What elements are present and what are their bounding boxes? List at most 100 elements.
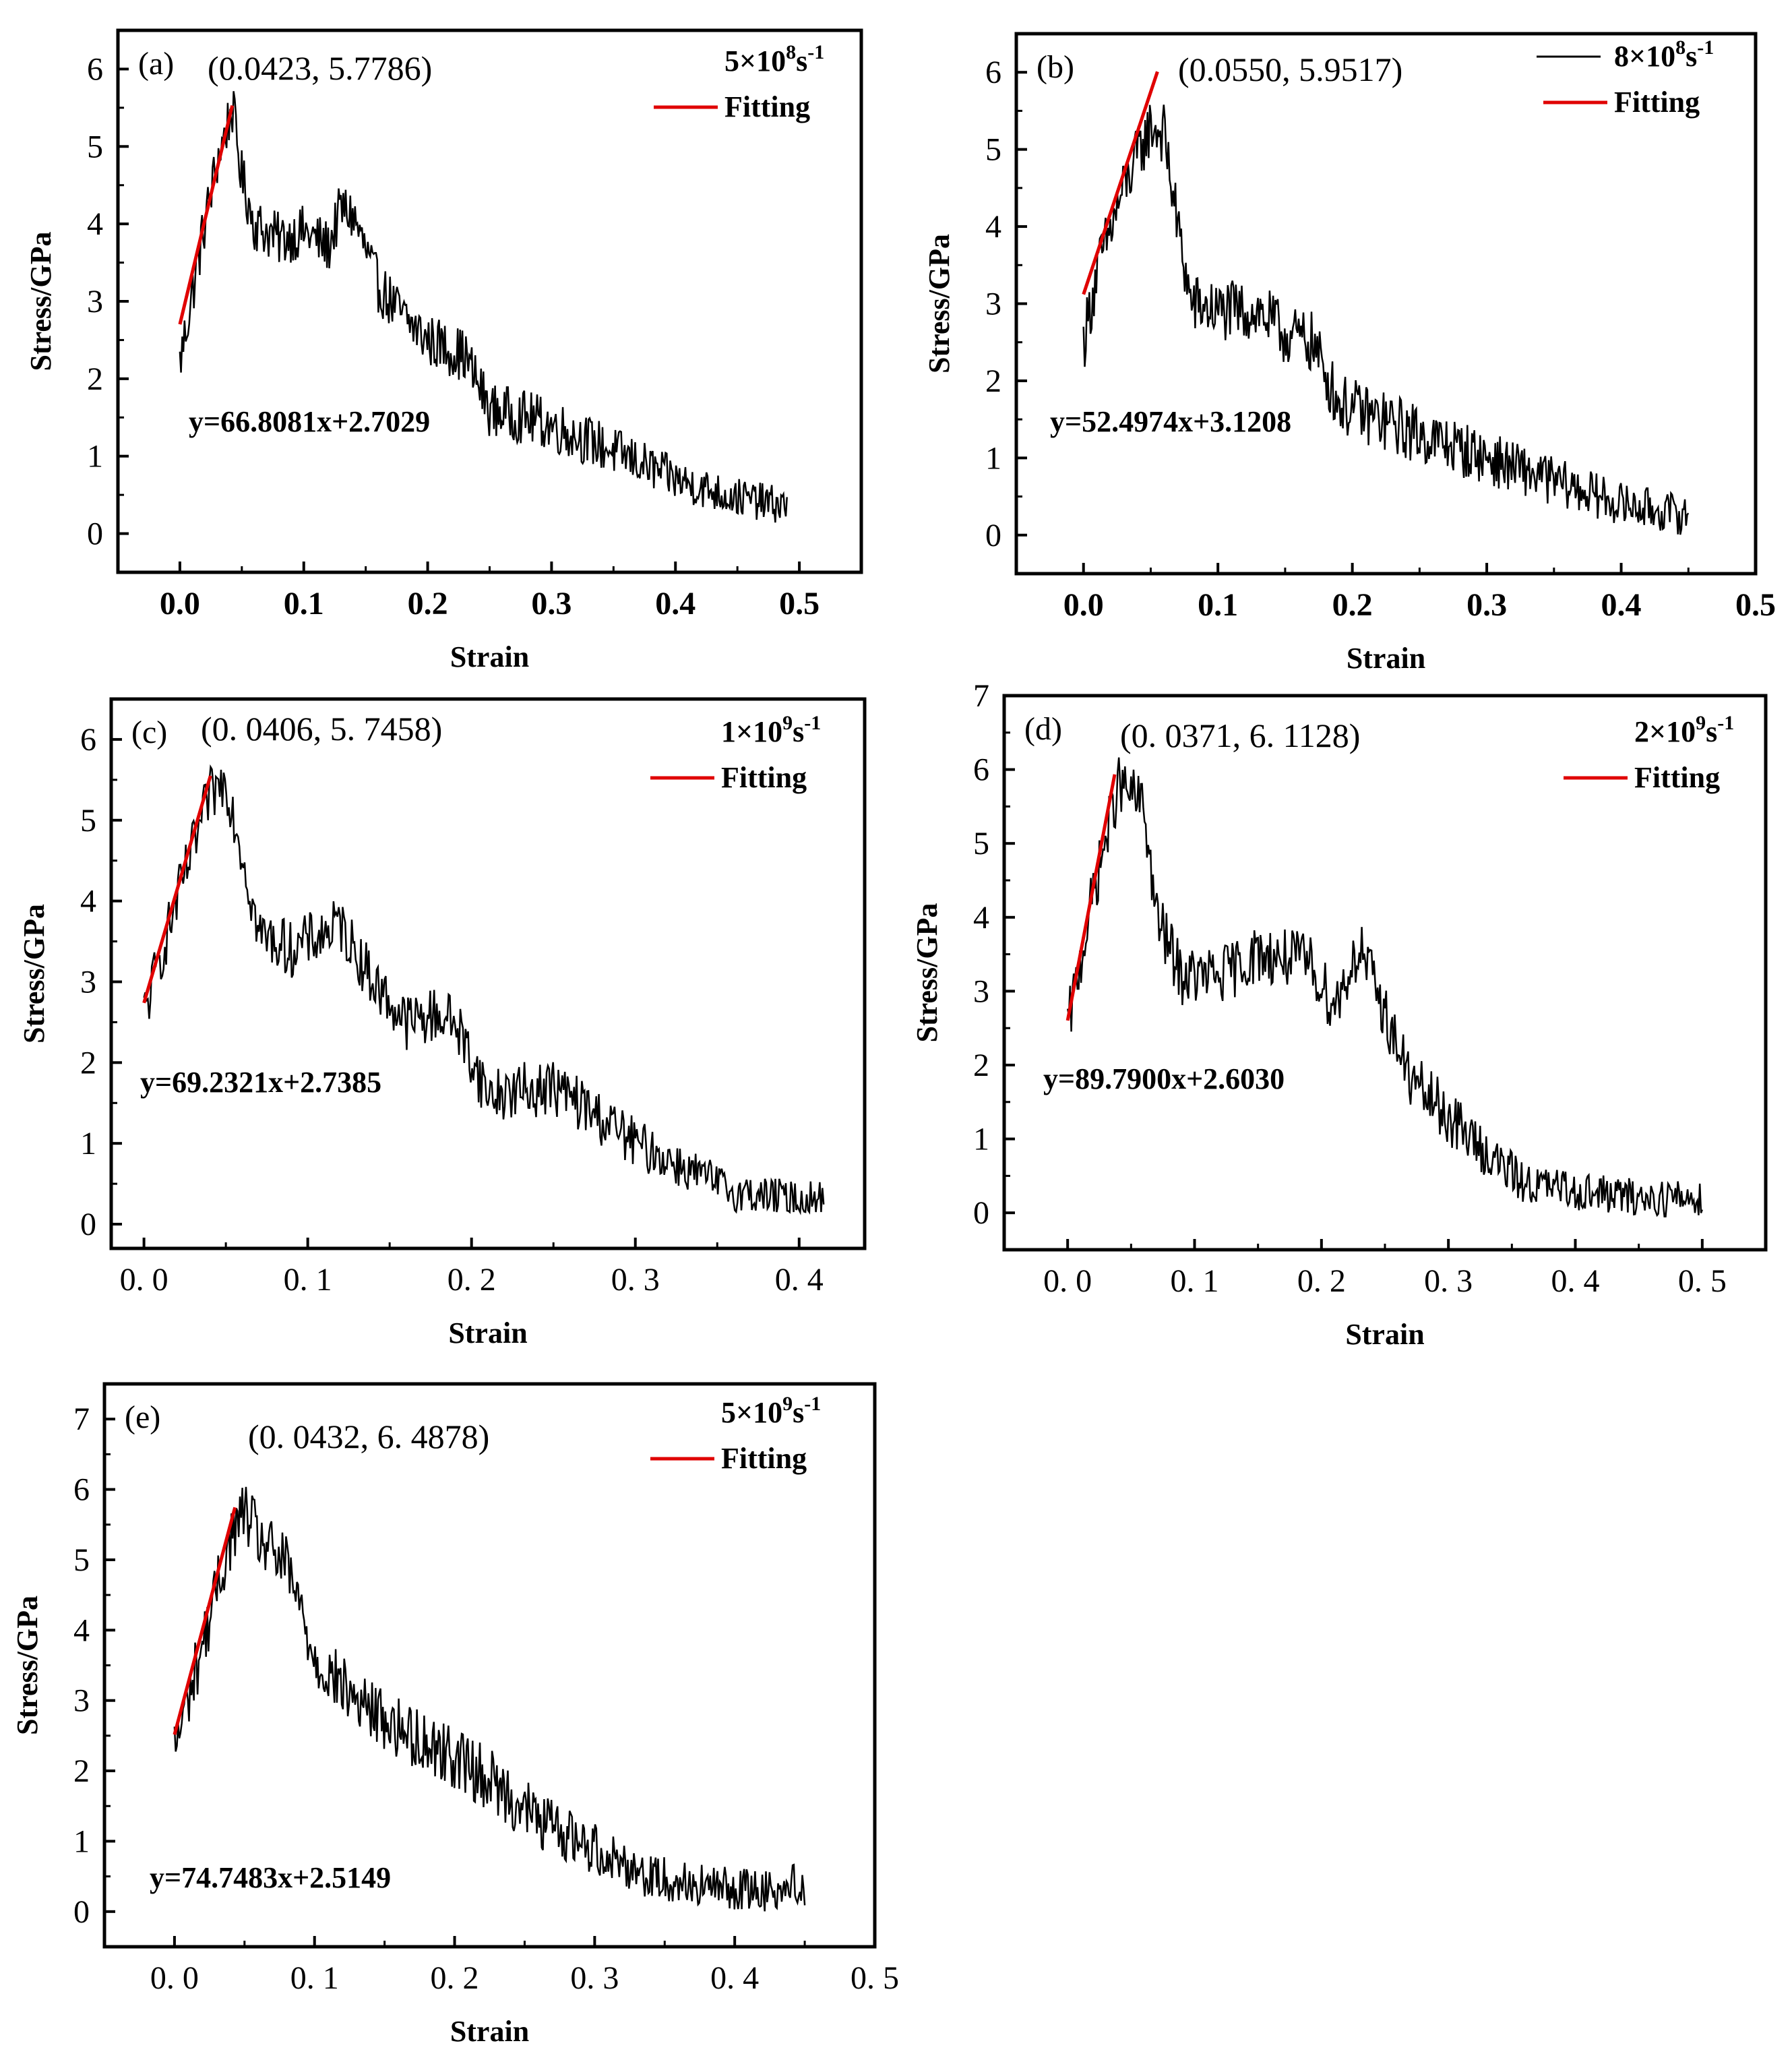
x-tick-label: 0. 1: [284, 1262, 332, 1298]
y-tick-label: 6: [87, 51, 103, 87]
y-tick-label: 0: [985, 518, 1001, 553]
chart-panel: 0. 0 0. 1 0. 2 0. 3 0. 4 0. 5 0 1 2 3 4 5 6 7 Strain St…: [910, 678, 1768, 1351]
fit-equation: y=89.7900x+2.6030: [1043, 1062, 1285, 1095]
fitting-line: [1065, 774, 1117, 1021]
y-axis-title: Stress/GPa: [18, 904, 51, 1043]
y-tick-label: 4: [985, 209, 1001, 245]
y-tick-label: 5: [80, 803, 96, 839]
y-tick-label: 0: [73, 1894, 90, 1930]
fit-equation: y=74.7483x+2.5149: [150, 1861, 391, 1894]
x-tick-label: 0.1: [1198, 587, 1238, 623]
x-tick-label: 0. 1: [1171, 1263, 1219, 1299]
y-tick-label: 3: [80, 964, 96, 1000]
legend-fitting-label: Fitting: [1634, 761, 1720, 794]
y-tick-label: 2: [73, 1753, 90, 1789]
y-tick-label: 2: [973, 1048, 989, 1083]
y-tick-label: 6: [973, 752, 989, 788]
y-tick-label: 1: [973, 1122, 989, 1157]
y-tick-label: 3: [985, 286, 1001, 322]
y-tick-label: 2: [80, 1045, 96, 1081]
y-tick-label: 3: [973, 973, 989, 1009]
fitting-line: [173, 1507, 237, 1735]
x-tick-label: 0.2: [1332, 587, 1373, 623]
x-axis-title: Strain: [450, 2015, 529, 2048]
x-tick-label: 0.3: [1466, 587, 1507, 623]
x-tick-label: 0.1: [284, 586, 324, 622]
x-tick-label: 0.5: [1735, 587, 1776, 623]
x-tick-label: 0. 5: [851, 1960, 899, 1996]
x-tick-label: 0. 4: [775, 1262, 824, 1298]
y-tick-label: 4: [73, 1612, 90, 1648]
y-tick-label: 3: [87, 284, 103, 320]
fit-equation: y=69.2321x+2.7385: [140, 1066, 381, 1099]
x-tick-label: 0. 5: [1678, 1263, 1727, 1299]
chart-panel: 0. 0 0. 1 0. 2 0. 3 0. 4 0. 5 0 1 2 3 4 5 6 7 Strain St…: [11, 1382, 899, 2048]
x-tick-label: 0.2: [408, 586, 448, 622]
y-axis-title: Stress/GPa: [910, 903, 944, 1043]
y-tick-label: 6: [73, 1472, 90, 1508]
fit-equation: y=52.4974x+3.1208: [1050, 405, 1291, 438]
panel-label: (d): [1024, 711, 1062, 747]
y-tick-label: 5: [73, 1542, 90, 1578]
x-tick-label: 0. 3: [1424, 1263, 1473, 1299]
chart-panel: 0.0 0.1 0.2 0.3 0.4 0.5 0 1 2 3 4 5 6 Strain Stress/GP…: [923, 32, 1776, 675]
y-tick-label: 5: [985, 132, 1001, 168]
fitting-line: [1082, 71, 1159, 295]
y-axis-title: Stress/GPa: [24, 232, 57, 371]
x-tick-label: 0. 4: [1551, 1263, 1600, 1299]
legend-fitting-label: Fitting: [1614, 86, 1700, 119]
y-tick-label: 5: [973, 826, 989, 861]
y-tick-label: 5: [87, 129, 103, 164]
legend-rate-label: 5×108s-1: [724, 41, 824, 78]
stress-strain-series: [179, 91, 788, 523]
x-tick-label: 0. 2: [447, 1262, 496, 1298]
y-tick-label: 1: [87, 439, 103, 475]
fit-equation: y=66.8081x+2.7029: [189, 405, 430, 438]
y-tick-label: 4: [973, 900, 989, 936]
x-axis-title: Strain: [1345, 1318, 1424, 1351]
fitting-line: [178, 104, 235, 325]
panel-label: (c): [131, 715, 167, 750]
x-axis-title: Strain: [448, 1316, 527, 1350]
x-axis-title: Strain: [1347, 642, 1425, 675]
panels-layer: 0.0 0.1 0.2 0.3 0.4 0.5 0 1 2 3 4 5 6 Strain Stress/GP…: [11, 28, 1776, 2048]
x-tick-label: 0.0: [1063, 587, 1104, 623]
fitting-line: [142, 775, 212, 1004]
y-tick-label: 4: [80, 884, 96, 919]
x-tick-label: 0. 3: [570, 1960, 619, 1996]
x-tick-label: 0. 2: [1297, 1263, 1346, 1299]
peak-point-label: (0. 0406, 5. 7458): [201, 710, 442, 748]
peak-point-label: (0. 0371, 6. 1128): [1120, 717, 1360, 754]
stress-strain-series: [173, 1486, 806, 1912]
x-tick-label: 0.4: [655, 586, 696, 622]
legend-fitting-label: Fitting: [721, 761, 807, 794]
legend-fitting-label: Fitting: [721, 1442, 807, 1475]
y-tick-label: 7: [973, 678, 989, 714]
y-tick-label: 0: [87, 516, 103, 552]
legend-rate-label: 8×108s-1: [1614, 36, 1714, 73]
x-tick-label: 0. 0: [120, 1262, 168, 1298]
y-tick-label: 0: [973, 1195, 989, 1231]
legend-fitting-label: Fitting: [724, 90, 810, 123]
legend-rate-label: 1×109s-1: [721, 712, 821, 748]
peak-point-label: (0.0550, 5.9517): [1178, 51, 1402, 88]
y-tick-label: 0: [80, 1207, 96, 1242]
y-tick-label: 7: [73, 1401, 90, 1437]
x-tick-label: 0.0: [160, 586, 200, 622]
legend-rate-label: 5×109s-1: [721, 1393, 821, 1429]
x-tick-label: 0.4: [1601, 587, 1642, 623]
stress-strain-series: [143, 764, 825, 1215]
chart-panel: 0.0 0.1 0.2 0.3 0.4 0.5 0 1 2 3 4 5 6 Strain Stress/GP…: [24, 28, 863, 673]
x-tick-label: 0. 2: [431, 1960, 479, 1996]
y-tick-label: 1: [985, 440, 1001, 476]
x-axis-title: Strain: [450, 640, 529, 673]
y-tick-label: 1: [73, 1823, 90, 1859]
x-tick-label: 0.5: [779, 586, 820, 622]
y-axis-title: Stress/GPa: [923, 234, 956, 373]
y-tick-label: 3: [73, 1683, 90, 1719]
peak-point-label: (0.0423, 5.7786): [208, 49, 432, 87]
legend-rate-label: 2×109s-1: [1634, 712, 1734, 748]
x-tick-label: 0. 0: [1043, 1263, 1092, 1299]
